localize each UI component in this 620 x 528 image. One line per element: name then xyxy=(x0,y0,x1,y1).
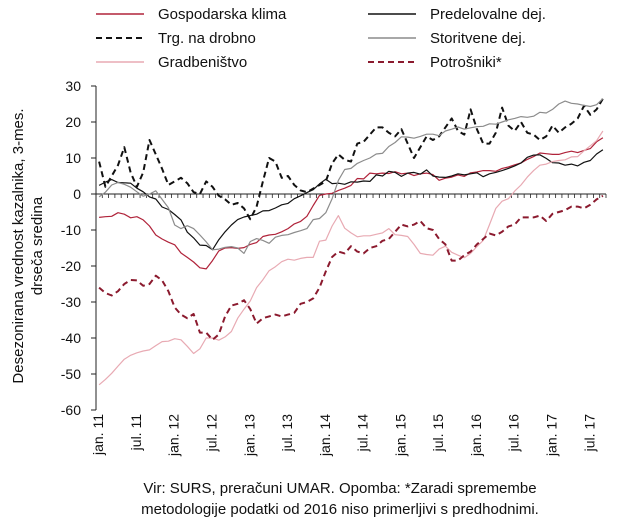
y-axis-label-line2: drseča sredina xyxy=(29,196,46,295)
x-tick-label: jan. 11 xyxy=(90,414,106,456)
legend-label: Storitvene dej. xyxy=(430,30,526,47)
source-note: Vir: SURS, preračuni UMAR. Opomba: *Zara… xyxy=(60,478,620,520)
y-tick-label: 30 xyxy=(65,78,81,94)
x-tick-label: jan. 14 xyxy=(317,414,333,457)
y-axis: 30 20 10 0 -10 -20 -30 -40 -50 -60 xyxy=(61,78,97,418)
x-tick-label: jul. 13 xyxy=(279,414,295,453)
series-line-gradbeni-tvo xyxy=(98,130,604,386)
y-tick-label: -20 xyxy=(61,258,81,274)
y-tick-label: 10 xyxy=(65,150,81,166)
plot-lines xyxy=(98,98,604,386)
legend-label: Predelovalne dej. xyxy=(430,6,546,23)
y-tick-label: -60 xyxy=(61,402,81,418)
legend-label: Gospodarska klima xyxy=(158,6,287,23)
x-tick-label: jul. 12 xyxy=(203,414,219,453)
x-tick-label: jul. 17 xyxy=(581,414,597,453)
x-tick-label: jan. 16 xyxy=(468,414,484,457)
series-line-potro-niki xyxy=(98,194,604,341)
x-tick-label: jul. 11 xyxy=(128,414,144,452)
legend-label: Trg. na drobno xyxy=(158,30,256,47)
y-tick-label: -30 xyxy=(61,294,81,310)
legend-label: Gradbeništvo xyxy=(158,54,247,71)
y-tick-label: -50 xyxy=(61,366,81,382)
legend: Gospodarska klima Predelovalne dej. Trg. n… xyxy=(96,6,546,71)
source-note-line2: metodologije podatki od 2016 niso primer… xyxy=(141,501,539,518)
x-tick-label: jul. 14 xyxy=(355,414,371,453)
y-tick-label: -10 xyxy=(61,222,81,238)
x-tick-label: jan. 17 xyxy=(543,414,559,457)
x-tick-label: jul. 15 xyxy=(430,414,446,453)
series-line-trg-na-drobno xyxy=(98,98,604,221)
x-tick-label: jan. 13 xyxy=(241,414,257,457)
legend-label: Potrošniki* xyxy=(430,54,502,71)
source-note-line1: Vir: SURS, preračuni UMAR. Opomba: *Zara… xyxy=(143,480,537,497)
series-line-storitvene-dej xyxy=(98,98,604,254)
x-tick-label: jul. 16 xyxy=(506,414,522,453)
y-tick-label: 20 xyxy=(65,114,81,130)
y-tick-label: -40 xyxy=(61,330,81,346)
x-tick-label: jan. 15 xyxy=(392,414,408,457)
y-axis-label-line1: Desezonirana vrednost kazalnika, 3-mes. xyxy=(10,108,27,383)
x-tick-label: jan. 12 xyxy=(166,414,182,457)
y-tick-label: 0 xyxy=(73,186,81,202)
series-line-predelovalne-dej xyxy=(98,149,604,251)
x-axis: jan. 11 jul. 11 jan. 12 jul. 12 jan. 13 jul. … xyxy=(90,193,607,457)
